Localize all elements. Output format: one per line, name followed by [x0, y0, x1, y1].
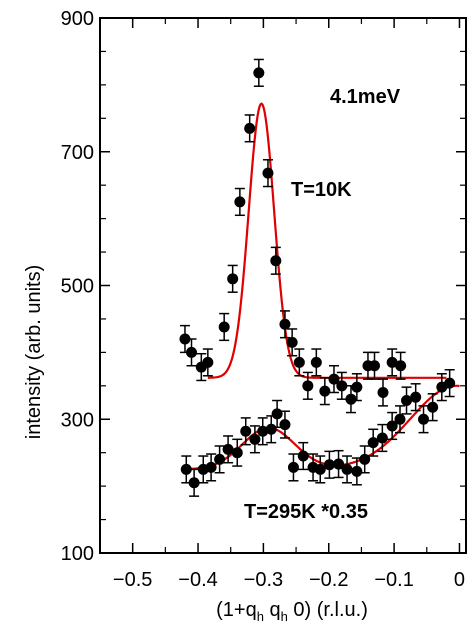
plot-border: [99, 17, 467, 554]
data-point: [257, 425, 269, 437]
data-point: [180, 463, 192, 475]
data-point: [314, 463, 326, 475]
data-point: [253, 67, 265, 79]
data-point: [265, 423, 277, 435]
annotation-high-temp: T=295K *0.35: [244, 501, 368, 523]
x-axis-title-part: 0) (r.l.u.): [288, 599, 368, 621]
annotation-energy: 4.1meV: [330, 86, 401, 108]
fit-curves: [184, 102, 460, 471]
y-tick-label: 500: [61, 276, 94, 298]
data-point: [287, 461, 299, 473]
data-point: [410, 391, 422, 403]
data-point: [351, 381, 363, 393]
x-tick-label: −0.2: [309, 569, 348, 591]
data-point: [262, 167, 274, 179]
data-point: [401, 395, 413, 407]
data-point: [179, 333, 191, 345]
data-point: [270, 255, 282, 267]
data-point: [323, 459, 335, 471]
data-point: [369, 360, 380, 372]
axis-ticks: [99, 17, 466, 554]
x-tick-label: −0.1: [374, 569, 413, 591]
data-point: [286, 336, 298, 348]
data-point: [359, 453, 371, 465]
data-point: [297, 450, 309, 462]
data-point: [271, 408, 283, 420]
data-point: [202, 356, 214, 368]
fit-curve-t-295k-0-35: [184, 384, 460, 471]
y-axis-title: intensity (arb. units): [23, 265, 45, 440]
y-tick-label: 100: [61, 543, 94, 565]
x-axis-title-part: q: [264, 599, 281, 621]
fit-curve-t-10k: [207, 102, 447, 379]
x-tick-label: −0.5: [113, 569, 152, 591]
x-tick-label: −0.3: [244, 569, 283, 591]
data-point: [427, 401, 439, 413]
x-axis-title-part: (1+q: [216, 599, 257, 621]
tick-labels: −0.5 −0.4 −0.3 −0.2 −0.1 0 100 300 500 700 900: [61, 8, 465, 591]
y-tick-label: 300: [61, 409, 94, 431]
x-tick-label: 0: [454, 569, 465, 591]
data-point: [394, 413, 406, 425]
data-point: [249, 433, 261, 445]
data-point: [279, 419, 291, 431]
data-point: [351, 465, 363, 477]
series-low-temp: [179, 58, 407, 414]
data-point: [279, 318, 291, 330]
data-point: [319, 385, 331, 397]
data-point: [341, 463, 353, 475]
x-axis-title-subscript: h: [281, 609, 288, 624]
data-point: [418, 413, 430, 425]
data-point: [395, 360, 407, 372]
data-point: [231, 447, 243, 459]
data-point: [376, 432, 388, 444]
annotation-low-temp: T=10K: [291, 179, 352, 201]
data-point: [386, 420, 398, 432]
data-point: [205, 461, 217, 473]
data-point: [377, 387, 389, 398]
data-point: [234, 196, 246, 208]
data-point: [328, 373, 340, 385]
data-point: [218, 321, 230, 333]
series-high-temp: [180, 369, 456, 497]
data-point: [310, 356, 322, 368]
data-point: [227, 273, 239, 285]
data-point: [222, 443, 234, 455]
y-tick-label: 900: [61, 8, 94, 30]
data-point: [367, 437, 379, 449]
data-point: [214, 453, 226, 465]
data-point: [186, 346, 197, 358]
data-point: [240, 425, 252, 437]
data-point: [386, 356, 398, 368]
data-point: [345, 393, 357, 405]
data-point: [336, 380, 348, 392]
data-points: [179, 58, 456, 497]
data-point: [293, 356, 305, 368]
plot-frame: [99, 17, 467, 554]
data-point: [444, 377, 456, 389]
y-tick-label: 700: [61, 142, 94, 164]
data-point: [333, 458, 345, 470]
x-axis-title: (1+qh qh 0) (r.l.u.): [216, 599, 368, 624]
data-point: [244, 122, 256, 134]
data-point: [302, 380, 314, 392]
x-axis-title-subscript: h: [257, 609, 264, 624]
x-tick-label: −0.4: [178, 569, 217, 591]
data-point: [188, 477, 200, 489]
